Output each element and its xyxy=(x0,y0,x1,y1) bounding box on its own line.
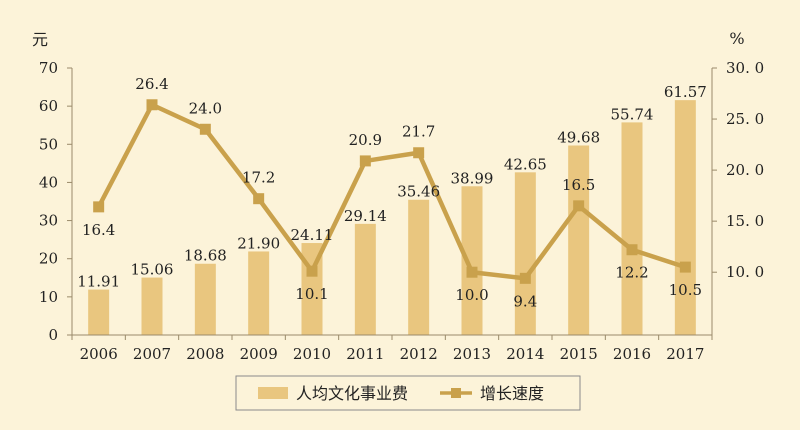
growth-marker-2015 xyxy=(573,200,585,212)
growth-marker-2016 xyxy=(626,244,638,256)
bar-2008 xyxy=(194,263,216,335)
left-tick-label: 10 xyxy=(39,288,58,306)
x-tick-label: 2015 xyxy=(560,345,598,363)
bar-value-label: 55.74 xyxy=(611,105,654,123)
bar-2016 xyxy=(621,122,643,335)
growth-value-label: 16.5 xyxy=(562,176,595,194)
growth-value-label: 9.4 xyxy=(513,292,537,310)
growth-value-label: 26.4 xyxy=(135,75,168,93)
left-tick-label: 70 xyxy=(39,59,58,77)
growth-marker-2008 xyxy=(199,123,211,135)
bar-series xyxy=(88,100,696,336)
bar-value-label: 11.91 xyxy=(77,273,120,291)
left-tick-label: 40 xyxy=(39,173,58,191)
x-tick-label: 2010 xyxy=(293,345,331,363)
bar-2012 xyxy=(408,199,430,335)
bar-2015 xyxy=(568,145,590,335)
bar-value-label: 18.68 xyxy=(184,247,227,265)
bar-value-label: 21.90 xyxy=(237,234,280,252)
left-tick-label: 30 xyxy=(39,212,58,230)
right-tick-label: 30. 0 xyxy=(726,59,764,77)
growth-value-label: 21.7 xyxy=(402,123,435,141)
growth-value-label: 10.5 xyxy=(669,281,702,299)
left-axis-unit: 元 xyxy=(32,30,48,49)
right-axis-unit: % xyxy=(729,29,744,48)
data-labels: 11.91 15.06 18.68 21.90 24.11 29.14 35.46 38.99… xyxy=(77,75,707,311)
growth-marker-2014 xyxy=(519,272,531,284)
growth-value-label: 24.0 xyxy=(189,99,222,117)
left-tick-label: 20 xyxy=(39,250,58,268)
legend: 人均文化事业费 增长速度 xyxy=(235,375,581,411)
x-tick-label: 2006 xyxy=(80,345,118,363)
x-tick-label: 2016 xyxy=(613,345,651,363)
x-tick-label: 2007 xyxy=(133,345,171,363)
legend-line-marker xyxy=(451,388,461,398)
bar-value-label: 49.68 xyxy=(557,129,600,147)
right-tick-label: 15. 0 xyxy=(726,212,764,230)
right-tick-label: 25. 0 xyxy=(726,110,764,128)
bar-value-label: 61.57 xyxy=(664,83,707,101)
x-tick-label: 2012 xyxy=(400,345,438,363)
bar-2009 xyxy=(248,251,270,335)
x-tick-label: 2013 xyxy=(453,345,491,363)
legend-bar-label: 人均文化事业费 xyxy=(296,384,408,403)
line-series xyxy=(93,99,691,284)
bar-2014 xyxy=(514,172,536,335)
bar-2007 xyxy=(141,277,163,335)
left-tick-label: 50 xyxy=(39,135,58,153)
legend-box xyxy=(235,375,581,411)
x-tick-label: 2008 xyxy=(186,345,224,363)
growth-line xyxy=(96,102,687,281)
axes: 0 10 20 30 40 50 60 70 10. 0 15. 0 20. 0 25. 0 30. 0… xyxy=(32,29,764,363)
growth-value-label: 16.4 xyxy=(82,221,115,239)
x-tick-label: 2011 xyxy=(346,345,384,363)
legend-bar-swatch xyxy=(258,387,288,399)
growth-marker-2007 xyxy=(146,99,158,111)
growth-value-label: 17.2 xyxy=(242,169,275,187)
bar-value-label: 38.99 xyxy=(451,169,494,187)
growth-marker-2010 xyxy=(306,265,318,277)
growth-marker-2006 xyxy=(93,201,105,213)
x-tick-label: 2009 xyxy=(240,345,278,363)
growth-marker-2013 xyxy=(466,266,478,278)
growth-value-label: 10.0 xyxy=(455,286,488,304)
bar-2013 xyxy=(461,186,483,335)
bar-value-label: 29.14 xyxy=(344,207,387,225)
x-tick-label: 2014 xyxy=(506,345,544,363)
bar-value-label: 15.06 xyxy=(131,261,174,279)
growth-marker-2011 xyxy=(359,155,371,167)
growth-marker-2009 xyxy=(253,193,265,205)
legend-line-label: 增长速度 xyxy=(480,384,544,403)
growth-value-label: 12.2 xyxy=(615,264,648,282)
bar-value-label: 42.65 xyxy=(504,155,547,173)
growth-value-label: 10.1 xyxy=(295,285,328,303)
growth-marker-2012 xyxy=(413,147,425,159)
bar-2017 xyxy=(674,100,696,336)
bar-2011 xyxy=(354,223,376,335)
bar-value-label: 24.11 xyxy=(291,226,334,244)
growth-value-label: 20.9 xyxy=(349,131,382,149)
left-tick-label: 60 xyxy=(39,97,58,115)
x-tick-label: 2017 xyxy=(666,345,704,363)
right-tick-label: 10. 0 xyxy=(726,263,764,281)
bar-2006 xyxy=(88,289,110,335)
left-tick-label: 0 xyxy=(48,326,58,344)
bar-value-label: 35.46 xyxy=(397,183,440,201)
growth-marker-2017 xyxy=(679,261,691,273)
right-tick-label: 20. 0 xyxy=(726,161,764,179)
